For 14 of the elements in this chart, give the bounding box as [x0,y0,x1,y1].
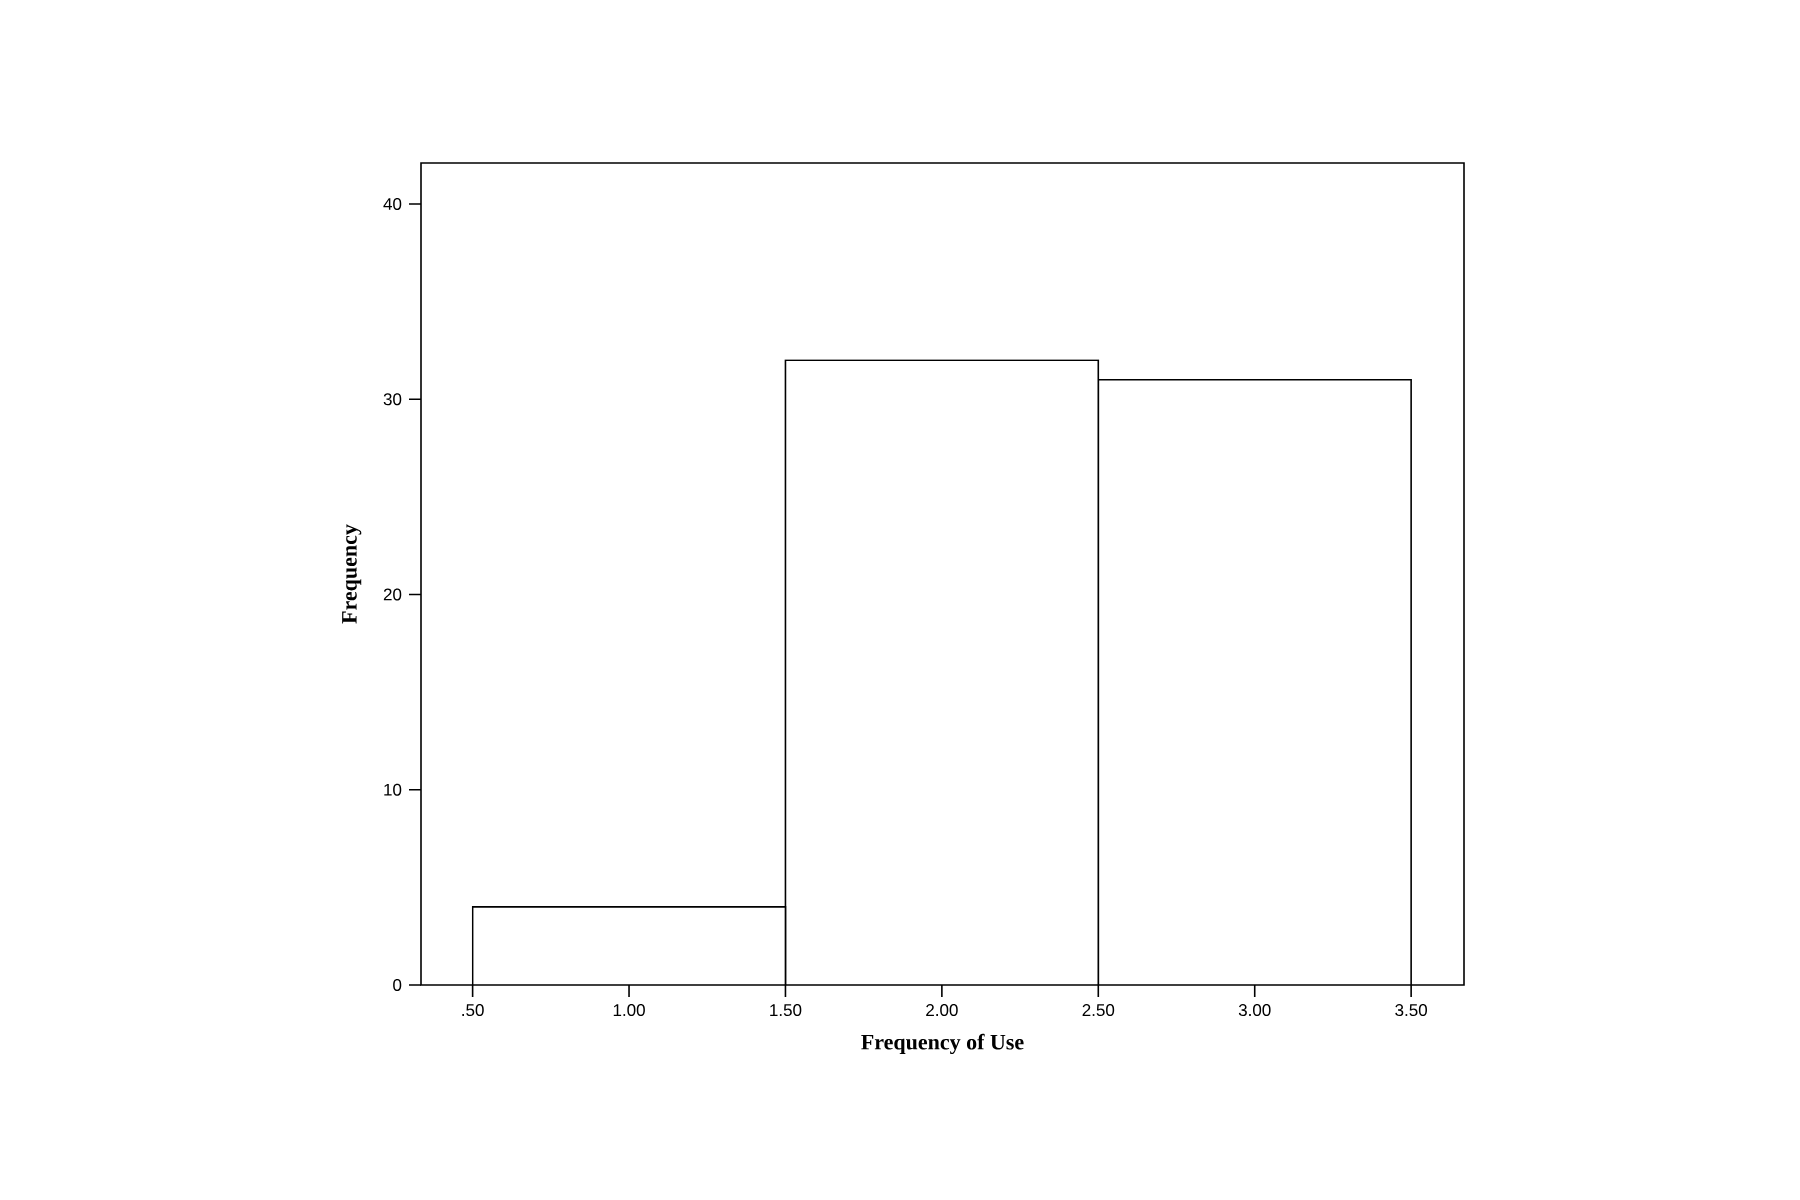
x-tick-label: 2.00 [926,1004,958,1017]
x-tick-label: 1.50 [770,1004,802,1017]
y-tick-label: 30 [383,393,402,406]
x-tick-label: 3.50 [1395,1004,1428,1017]
y-axis-title: Frequency [342,524,362,624]
x-tick-label: 3.00 [1238,1004,1271,1017]
y-tick-label: 0 [393,978,402,992]
x-tick-label: 1.00 [613,1004,645,1017]
x-axis-title: Frequency of Use [861,1033,1024,1055]
y-tick-label: 20 [383,588,402,601]
y-tick-label: 10 [384,783,402,796]
y-tick-label: 40 [383,197,402,211]
x-tick-label: 2.50 [1082,1004,1115,1017]
x-tick-label: .50 [462,1004,484,1017]
